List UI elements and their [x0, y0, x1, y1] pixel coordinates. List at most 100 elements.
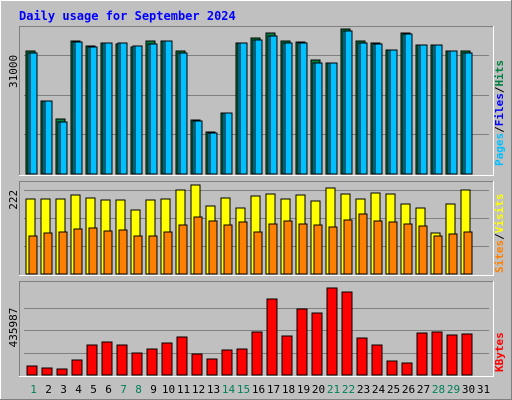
day-label: 3 — [60, 383, 67, 396]
day-label: 11 — [177, 383, 190, 396]
pages-bar — [134, 45, 143, 175]
sites-bar — [313, 224, 323, 275]
day-label: 28 — [432, 383, 445, 396]
legend-files: Files — [493, 93, 506, 126]
legend-separator: / — [493, 86, 506, 93]
pages-bar — [104, 42, 113, 175]
day-label: 1 — [30, 383, 37, 396]
kbytes-bar — [461, 333, 473, 376]
day-label: 21 — [327, 383, 340, 396]
sites-bar — [358, 213, 368, 275]
day-label: 19 — [297, 383, 310, 396]
legend-visits: Visits — [493, 194, 506, 234]
hits-files-pages-panel: 31000 Pages/Files/Hits — [7, 26, 506, 176]
sites-bar — [73, 228, 83, 275]
pages-bar — [464, 52, 473, 175]
sites-bar — [238, 221, 248, 275]
day-label: 20 — [312, 383, 325, 396]
pages-bar — [74, 41, 83, 175]
sites-bar — [28, 235, 38, 275]
kbytes-bar — [236, 348, 248, 376]
kbytes-bar — [326, 287, 338, 376]
legend-hits-files-pages: Pages/Files/Hits — [493, 60, 506, 166]
sites-bar — [328, 226, 338, 275]
day-label: 27 — [417, 383, 430, 396]
sites-bar — [163, 231, 173, 275]
kbytes-panel: 435987 KBytes — [7, 281, 506, 377]
day-label: 23 — [357, 383, 370, 396]
kbytes-bar — [311, 312, 323, 376]
kbytes-bar — [86, 344, 98, 376]
kbytes-bar — [296, 308, 308, 376]
day-label: 26 — [402, 383, 415, 396]
day-label: 9 — [150, 383, 157, 396]
day-label: 7 — [120, 383, 127, 396]
legend-kbytes: KBytes — [493, 332, 506, 372]
day-label: 25 — [387, 383, 400, 396]
pages-bar — [419, 44, 428, 175]
kbytes-bar — [26, 365, 38, 376]
kbytes-bar — [206, 358, 218, 376]
legend-separator: / — [493, 233, 506, 240]
day-labels: 1 2 3 4 5 6 7 8 9 10 11 12 13 14 15 16 17 18 19 20 21 22 23 24 2… — [30, 383, 490, 396]
y-tick-label: 222 — [7, 190, 20, 210]
day-label: 29 — [447, 383, 460, 396]
kbytes-bar — [431, 331, 443, 376]
pages-bar — [359, 42, 368, 175]
sites-bar — [43, 232, 53, 275]
day-label: 15 — [237, 383, 250, 396]
legend-separator: / — [493, 126, 506, 133]
day-label: 31 — [477, 383, 490, 396]
pages-bar — [89, 46, 98, 175]
sites-bar — [178, 224, 188, 275]
pages-bar — [329, 62, 338, 175]
pages-bar — [389, 49, 398, 175]
sites-bar — [418, 225, 428, 275]
visits-sites-panel: 222 Sites/Visits — [7, 181, 506, 276]
sites-bar — [403, 223, 413, 275]
kbytes-bar — [356, 337, 368, 376]
pages-bar — [239, 42, 248, 175]
day-label: 10 — [162, 383, 175, 396]
sites-bar — [58, 231, 68, 275]
sites-bar — [193, 216, 203, 275]
sites-bar — [448, 233, 458, 275]
kbytes-bar — [71, 359, 83, 376]
kbytes-bar — [371, 344, 383, 376]
pages-bar — [404, 33, 413, 175]
day-label: 12 — [192, 383, 205, 396]
pages-bar — [194, 120, 203, 175]
pages-bar — [374, 43, 383, 175]
day-label: 8 — [135, 383, 142, 396]
sites-bar — [298, 223, 308, 275]
kbytes-bar — [131, 352, 143, 376]
kbytes-bar — [251, 331, 263, 376]
pages-bar — [164, 40, 173, 175]
day-label: 24 — [372, 383, 386, 396]
legend-sites-visits: Sites/Visits — [493, 194, 506, 274]
day-label: 2 — [45, 383, 52, 396]
pages-bar — [344, 30, 353, 175]
kbytes-bar — [41, 367, 53, 376]
pages-bar — [44, 100, 53, 175]
pages-bar — [29, 52, 38, 175]
kbytes-bar — [401, 362, 413, 376]
kbytes-bar — [146, 348, 158, 376]
sites-bar — [103, 230, 113, 275]
y-tick-label: 31000 — [7, 55, 20, 88]
sites-bar — [133, 235, 143, 275]
kbytes-bar — [191, 353, 203, 376]
pages-bar — [149, 43, 158, 175]
kbytes-bar — [281, 335, 293, 376]
kbytes-bar — [266, 298, 278, 376]
day-label: 6 — [105, 383, 112, 396]
sites-bar — [223, 224, 233, 275]
legend-hits: Hits — [493, 60, 506, 87]
day-label: 30 — [462, 383, 475, 396]
sites-bar — [148, 235, 158, 275]
kbytes-bar — [341, 291, 353, 376]
sites-bar — [343, 219, 353, 275]
pages-bar — [59, 121, 68, 175]
